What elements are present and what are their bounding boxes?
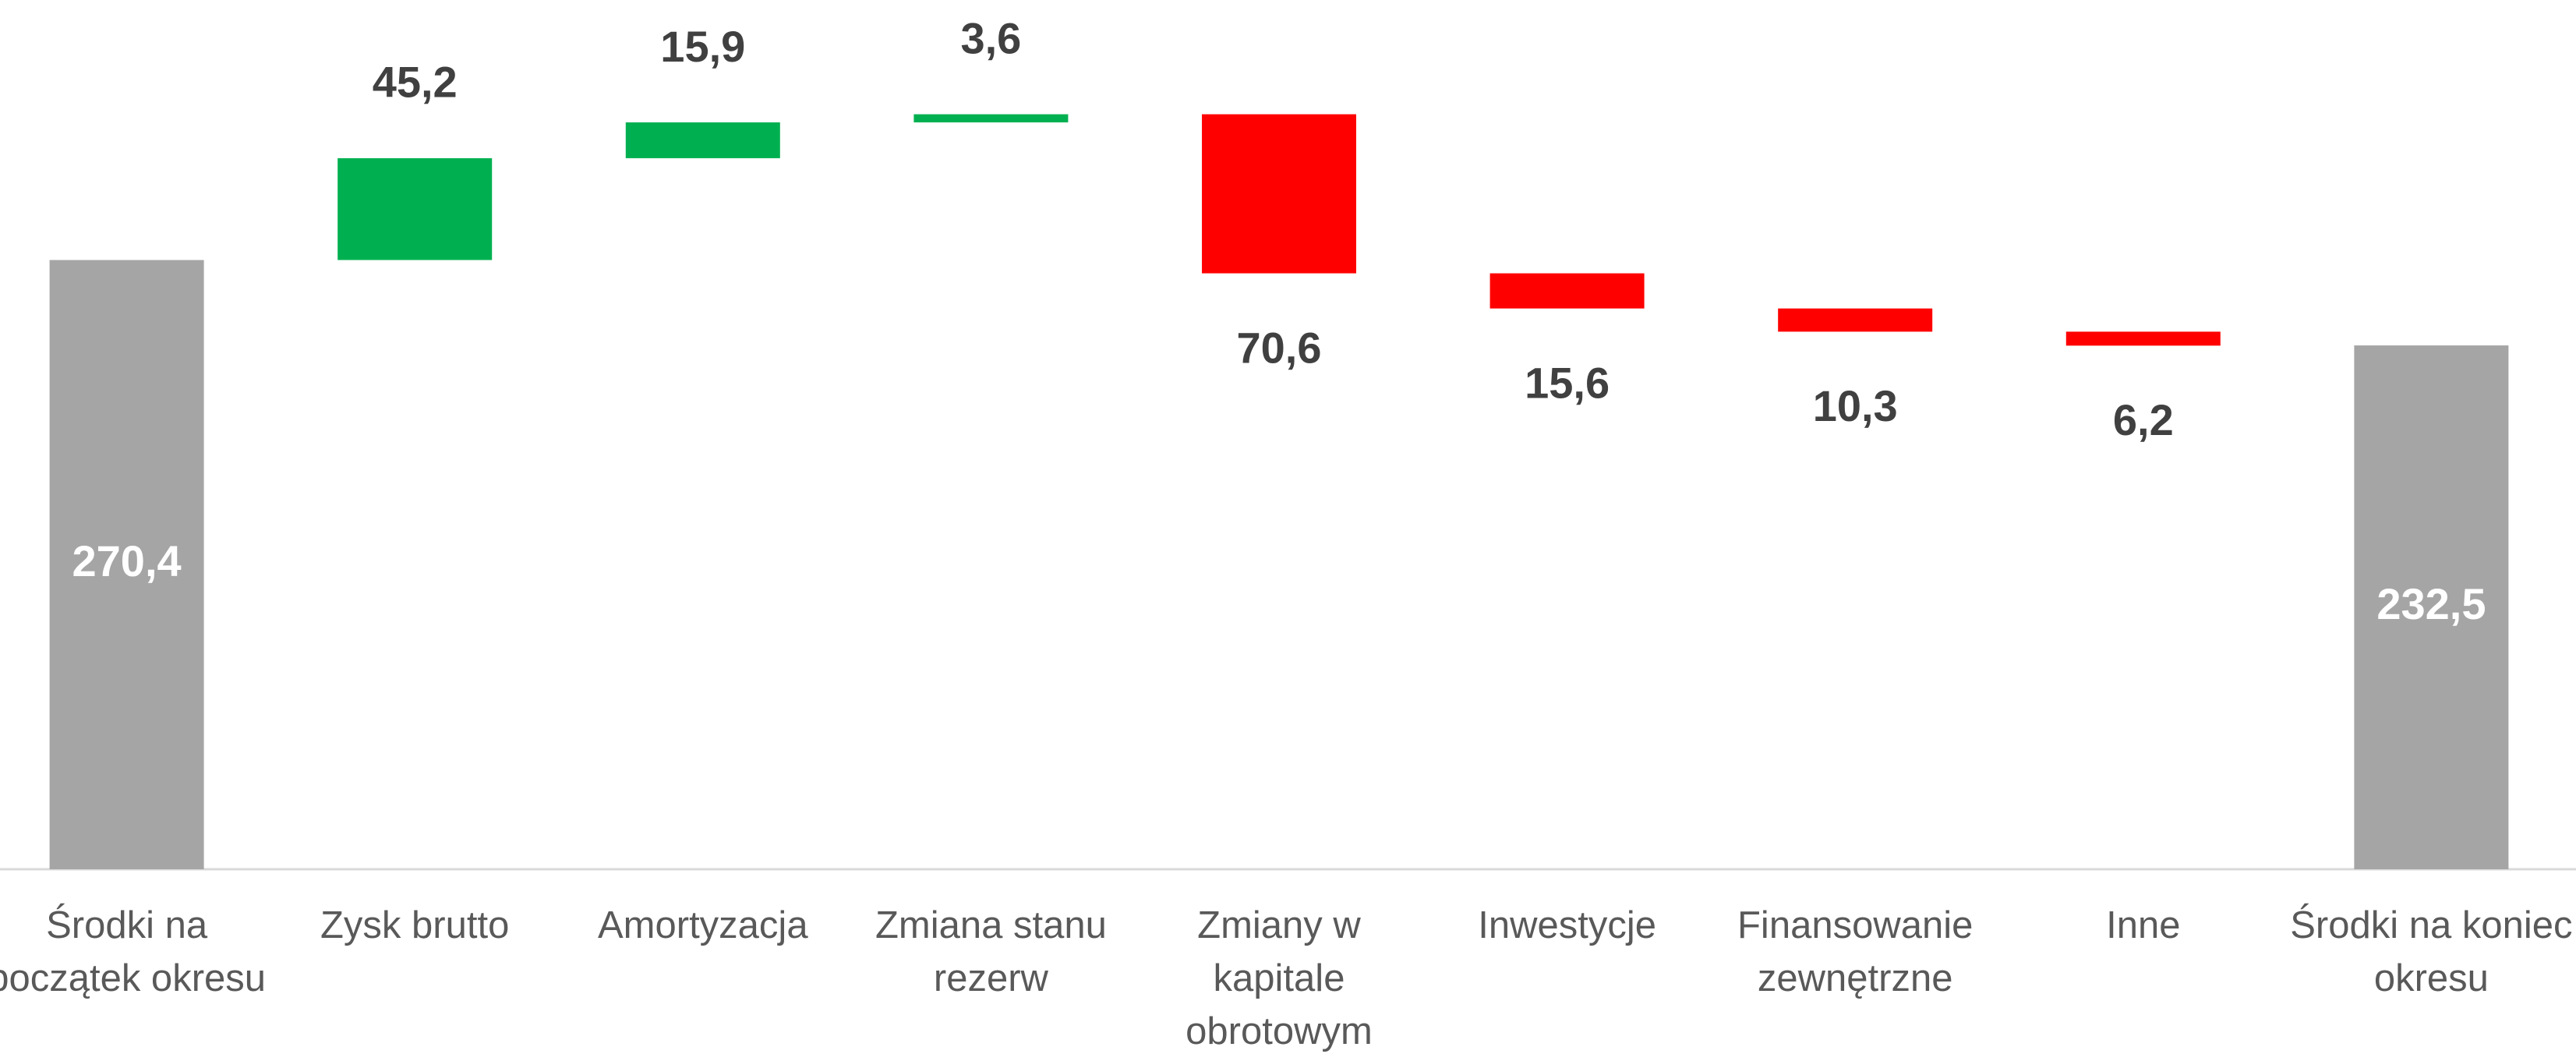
bar: [1202, 114, 1356, 274]
x-tick-label: Inne: [2106, 904, 2181, 946]
bar: [337, 157, 493, 260]
x-tick-label: Inwestycje: [1478, 904, 1656, 946]
value-label: 45,2: [373, 58, 458, 107]
bar: [625, 122, 780, 158]
bar: [1778, 308, 1933, 332]
bar: [2065, 331, 2221, 346]
bar: [1489, 273, 1645, 309]
x-tick-label: Środki na koniec okresu: [2290, 904, 2573, 999]
value-label: 232,5: [2376, 579, 2486, 628]
value-label: 15,6: [1525, 358, 1610, 407]
value-label: 70,6: [1237, 323, 1322, 372]
bar: [49, 260, 204, 869]
value-label: 270,4: [72, 536, 182, 585]
x-tick-label: Zmiana stanu rezerw: [875, 904, 1107, 999]
x-tick-label: Zysk brutto: [320, 904, 510, 946]
x-tick-label: Amortyzacja: [598, 904, 808, 946]
x-tick-label: Zmiany w kapitale obrotowym: [1186, 904, 1373, 1052]
value-label: 6,2: [2113, 395, 2174, 444]
value-label: 10,3: [1813, 381, 1898, 430]
bar: [913, 114, 1069, 122]
bar: [2354, 345, 2509, 869]
x-tick-label: Środki na początek okresu: [0, 904, 267, 999]
value-label: 15,9: [660, 22, 745, 71]
x-tick-label: Finansowanie zewnętrzne: [1737, 904, 1974, 999]
value-label: 3,6: [960, 13, 1021, 62]
